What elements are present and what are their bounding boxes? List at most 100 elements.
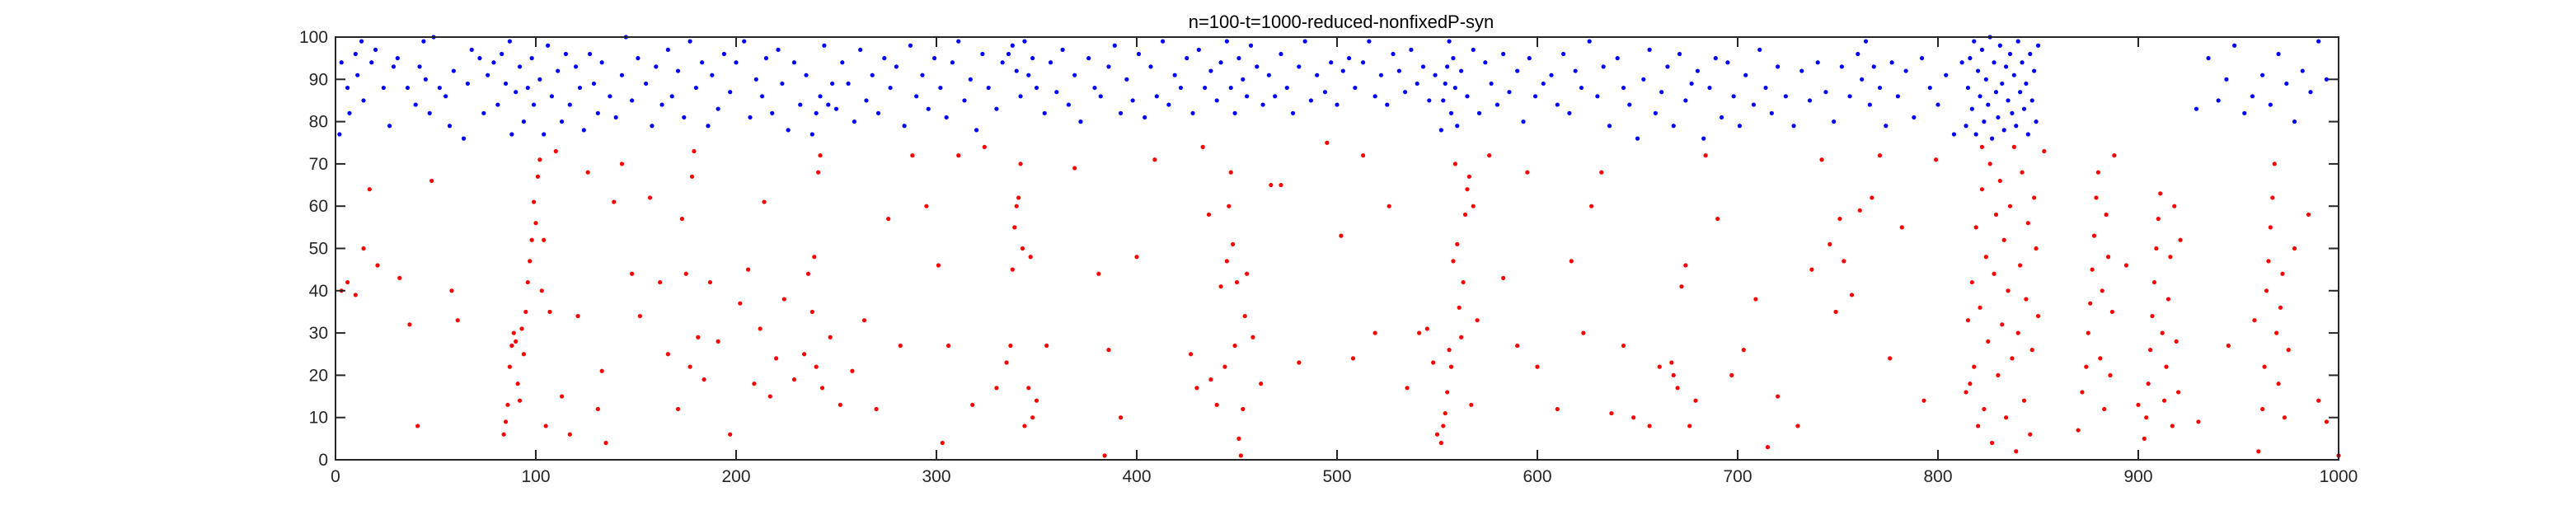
data-point [1078,119,1083,124]
data-point [537,77,542,82]
data-point [514,90,518,95]
data-point [407,322,412,327]
data-point [1986,339,1991,344]
data-point [2282,415,2287,420]
data-point [2194,106,2199,111]
data-point [1424,326,1429,331]
data-point [1350,356,1356,361]
data-point [1487,153,1492,158]
data-point [2272,162,2277,166]
data-point [1729,372,1734,377]
data-point [882,56,887,61]
data-point [2015,39,2020,44]
data-point [1242,313,1247,319]
data-point [1860,77,1865,82]
data-point [1693,398,1698,403]
data-point [986,85,991,91]
data-point [1335,102,1340,107]
data-point [1979,47,1985,52]
data-point [2010,110,2015,115]
data-point [1391,51,1396,57]
data-point [2080,390,2085,395]
data-point [1034,398,1039,403]
data-point [1621,85,1626,91]
data-point [1973,225,1978,230]
data-point [2165,297,2171,302]
data-point [1462,212,1468,218]
data-point [581,128,586,133]
data-point [2010,356,2015,361]
data-point [2086,330,2090,335]
data-point [1260,102,1265,107]
data-point [437,85,442,91]
data-point [619,73,625,77]
data-point [1888,356,1893,361]
data-point [1769,110,1774,115]
data-point [1266,73,1271,77]
data-point [950,60,955,65]
data-point [1457,305,1462,310]
data-point [914,94,919,99]
data-point [1968,56,1973,61]
data-point [2151,279,2157,285]
data-point [721,51,727,57]
data-point [1589,204,1594,208]
data-point [1776,64,1781,69]
data-point [1992,271,1997,276]
data-point [1965,318,1971,323]
data-point [1465,94,1470,99]
data-point [2232,43,2237,48]
data-point [1234,279,1240,285]
data-point [2292,246,2297,251]
data-point [1060,47,1065,52]
data-point [2018,263,2023,268]
data-point [1447,348,1452,353]
data-point [1757,47,1762,52]
data-point [2276,382,2281,386]
data-point [421,39,426,44]
data-point [2104,212,2109,218]
data-point [1208,68,1213,73]
data-point [547,309,552,315]
data-point [1387,204,1391,208]
data-point [397,275,402,281]
data-point [809,309,814,315]
data-point [644,81,649,87]
data-point [1218,284,1223,289]
data-point [1236,436,1241,441]
data-point [1621,343,1626,349]
data-point [791,377,797,382]
data-point [519,326,524,331]
data-point [770,110,775,115]
x-tick-label: 500 [1322,467,1351,486]
data-point [1232,110,1237,115]
data-point [2324,77,2330,82]
data-point [2324,419,2330,424]
data-point [556,68,561,73]
data-point [2154,246,2159,251]
data-point [2160,330,2165,335]
data-point [1951,132,1957,137]
data-point [2168,255,2173,260]
data-point [1020,246,1025,251]
data-point [395,56,400,61]
data-point [924,204,929,208]
data-point [1969,279,1974,285]
data-point [650,124,655,129]
data-point [391,64,396,69]
data-point [567,102,572,107]
data-point [1476,110,1482,115]
data-point [945,343,951,349]
data-point [910,153,915,158]
data-point [1944,73,1949,77]
data-point [748,115,753,120]
data-point [2007,51,2013,57]
data-point [1527,56,1532,61]
data-point [1979,187,1985,192]
data-point [2276,51,2281,57]
data-point [819,386,825,391]
data-point [858,47,863,52]
data-point [1112,43,1117,48]
data-point [1006,51,1011,57]
data-point [974,128,979,133]
